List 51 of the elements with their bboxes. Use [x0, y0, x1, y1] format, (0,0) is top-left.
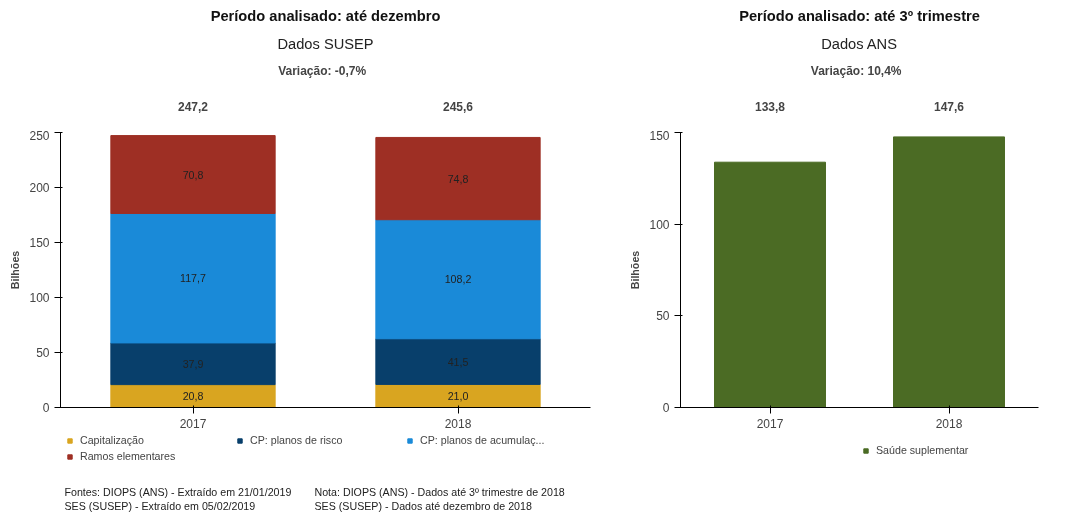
- bar: [375, 338, 541, 385]
- y-tick-label: 0: [42, 401, 50, 415]
- x-tick-label: 2018: [444, 416, 472, 431]
- legend-label: CP: planos de acumulaç...: [420, 434, 546, 446]
- bar: [375, 136, 541, 221]
- bar: [110, 384, 276, 408]
- y-tick-label: 100: [29, 291, 50, 305]
- text: Variação: 10,4%: [810, 63, 902, 78]
- data-label: 21,0: [447, 389, 469, 402]
- y-tick-label: 50: [656, 309, 670, 324]
- x-tick-label: 2018: [935, 416, 963, 431]
- legend-label: Ramos elementares: [80, 450, 177, 462]
- data-label: 70,8: [182, 168, 204, 181]
- text: Nota: DIOPS (ANS) - Dados até 3º trimestre de 2018: [314, 485, 565, 498]
- data-label: 41,5: [447, 355, 469, 368]
- chart-title: Período analisado: até 3º trimestre: [739, 7, 980, 24]
- y-tick-label: 100: [649, 217, 670, 232]
- text: SES (SUSEP) - Extraído em 05/02/2019: [64, 499, 256, 512]
- text: Variação: -0,7%: [278, 63, 367, 78]
- y-axis-title: Bilhões: [9, 250, 22, 290]
- y-tick-label: 200: [29, 181, 50, 195]
- chart-title: Período analisado: até dezembro: [210, 7, 441, 24]
- data-label: 117,7: [180, 272, 207, 285]
- data-label: 108,2: [444, 273, 472, 286]
- bar: [110, 342, 276, 386]
- chart-subtitle: Dados SUSEP: [277, 35, 374, 52]
- legend-label: Saúde suplementar: [876, 444, 970, 456]
- y-axis-title: Bilhões: [629, 250, 642, 290]
- x-tick-label: 2017: [756, 416, 784, 431]
- data-label: 20,8: [182, 390, 204, 403]
- bar: [110, 212, 276, 344]
- y-tick-label: 50: [36, 346, 50, 360]
- bar: [375, 219, 541, 340]
- text: SES (SUSEP) - Dados até dezembro de 2018: [314, 499, 532, 512]
- bar: [110, 135, 276, 214]
- total-label: 245,6: [442, 100, 474, 114]
- data-label: 147,6: [933, 100, 965, 114]
- x-tick-label: 2017: [179, 416, 207, 431]
- legend-label: CP: planos de risco: [250, 434, 344, 446]
- y-tick-label: 250: [29, 128, 50, 143]
- text: Fontes: DIOPS (ANS) - Extraído em 21/01/2019: [64, 485, 292, 498]
- y-tick-label: 150: [649, 128, 670, 143]
- y-tick-label: 150: [29, 236, 50, 250]
- legend-label: Capitalização: [80, 434, 145, 446]
- data-label: 37,9: [182, 357, 204, 370]
- data-label: 133,8: [754, 100, 786, 114]
- bar: [375, 383, 541, 408]
- total-label: 247,2: [177, 100, 209, 114]
- data-label: 74,8: [447, 172, 469, 185]
- y-tick-label: 0: [662, 401, 670, 415]
- chart-subtitle: Dados ANS: [821, 35, 898, 52]
